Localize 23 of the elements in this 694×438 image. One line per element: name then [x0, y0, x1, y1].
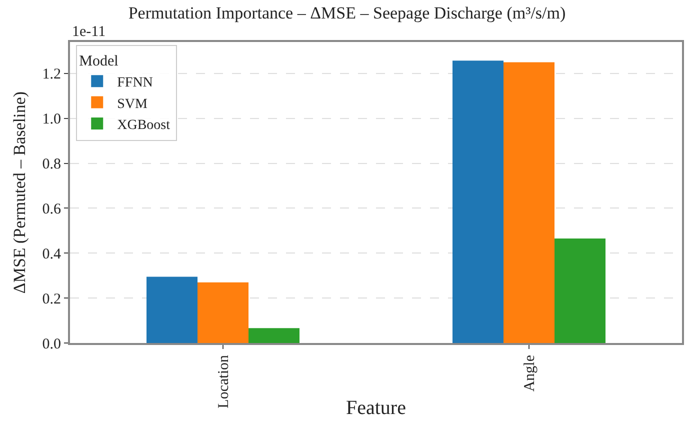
bar	[554, 238, 606, 343]
y-tick-label: 0.6	[42, 201, 62, 218]
y-tick-label: 0.4	[42, 246, 62, 262]
bar	[504, 62, 554, 343]
x-tick-label: Angle	[522, 354, 538, 392]
y-tick-label: 1.2	[42, 66, 61, 83]
legend-label: SVM	[117, 96, 148, 112]
bar	[452, 60, 504, 343]
bar	[146, 276, 198, 343]
legend-label: XGBoost	[117, 118, 170, 133]
legend-title: Model	[79, 54, 118, 70]
text: 1e-11	[72, 24, 106, 40]
y-tick-label: 1.0	[42, 112, 61, 128]
x-axis-title: Feature	[346, 397, 406, 419]
y-axis-title: ΔMSE (Permuted – Baseline)	[10, 91, 29, 294]
bar	[248, 328, 300, 343]
y-tick-label: 0.8	[42, 156, 61, 173]
y-tick-label: 0.2	[42, 291, 61, 308]
bar	[198, 282, 248, 343]
legend-label: FFNN	[117, 76, 153, 91]
x-tick-label: Location	[216, 354, 232, 408]
y-tick-label: 0.0	[42, 336, 61, 352]
chart-title: Permutation Importance – ΔMSE – Seepage Discharge (m³/s/m)	[128, 3, 566, 22]
